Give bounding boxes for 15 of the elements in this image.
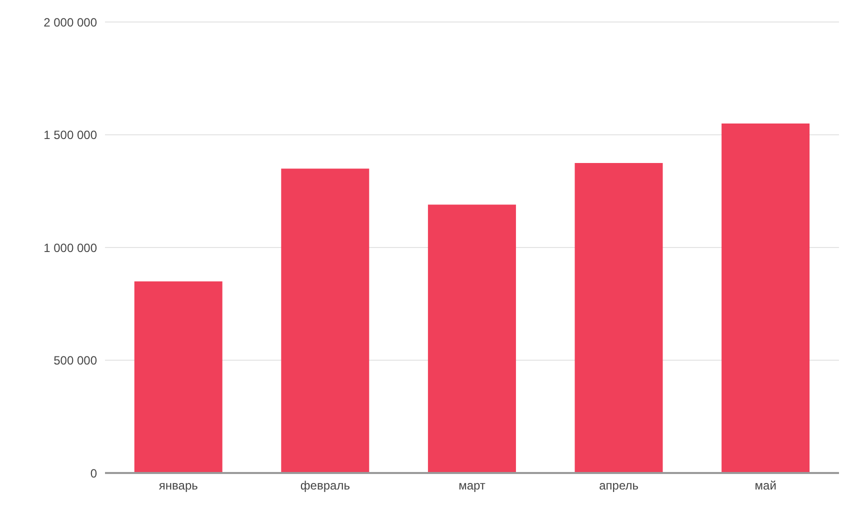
x-tick-label: февраль [300, 478, 350, 493]
x-tick-label: апрель [599, 478, 638, 493]
x-tick-label: январь [158, 478, 198, 493]
y-tick-label: 1 500 000 [44, 128, 98, 142]
bar [281, 168, 370, 473]
y-tick-label: 2 000 000 [44, 15, 98, 30]
y-tick-label: 0 [90, 466, 98, 480]
y-tick-label: 1 000 000 [44, 240, 98, 255]
bar [134, 281, 222, 473]
bar [574, 162, 663, 473]
bar [428, 204, 516, 473]
x-tick-label: май [754, 478, 776, 493]
y-tick-label: 500 000 [54, 354, 98, 368]
bar [722, 123, 810, 473]
x-tick-label: март [458, 478, 486, 493]
